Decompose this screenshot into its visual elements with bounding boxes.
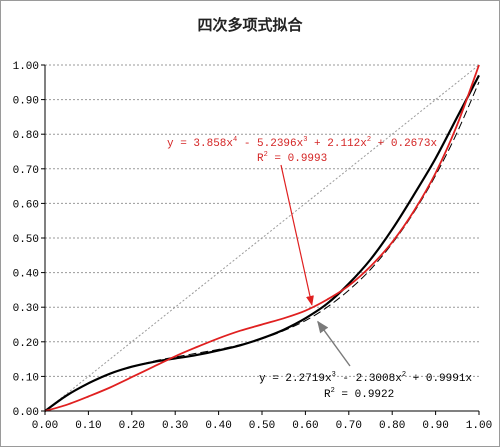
black-annotation-arrow (317, 320, 351, 367)
x-tick-label: 0.60 (292, 420, 318, 432)
x-tick-label: 0.70 (336, 420, 362, 432)
x-tick-label: 0.90 (422, 420, 448, 432)
black-fit-annotation: y = 2.2719x3 - 2.3008x2 + 0.9991x R2 = 0… (259, 371, 472, 401)
red-annotation-arrow (280, 164, 314, 306)
black-fit-equation: y = 2.2719x3 - 2.3008x2 + 0.9991x (259, 371, 472, 385)
cubic-fit-line (44, 81, 480, 412)
quartic-fit-line (44, 64, 480, 412)
y-tick-label: 0.30 (13, 303, 39, 315)
y-tick-label: 0.40 (13, 269, 39, 281)
x-tick-label: 0.80 (379, 420, 405, 432)
diagonal-reference-line (44, 64, 480, 412)
y-tick-label: 0.00 (13, 407, 39, 419)
y-tick-label: 0.90 (13, 96, 39, 108)
y-tick-label: 0.60 (13, 199, 39, 211)
x-tick-label: 1.00 (466, 420, 492, 432)
y-tick-label: 0.10 (13, 372, 39, 384)
y-tick-label: 0.80 (13, 130, 39, 142)
x-tick-label: 0.00 (32, 420, 58, 432)
data-series-line (44, 74, 480, 412)
red-fit-annotation: y = 3.858x4 - 5.2396x3 + 2.112x2 + 0.267… (167, 136, 437, 165)
x-tick-label: 0.40 (205, 420, 231, 432)
x-tick-label: 0.30 (162, 420, 188, 432)
y-tick-label: 1.00 (13, 61, 39, 73)
y-tick-label: 0.70 (13, 165, 39, 177)
chart-title: 四次多项式拟合 (197, 16, 303, 34)
y-tick-label: 0.20 (13, 338, 39, 350)
red-fit-equation: y = 3.858x4 - 5.2396x3 + 2.112x2 + 0.267… (167, 136, 437, 150)
red-fit-r2: R2 = 0.9993 (257, 151, 327, 165)
x-tick-label: 0.20 (119, 420, 145, 432)
y-tick-label: 0.50 (13, 234, 39, 246)
x-tick-label: 0.10 (75, 420, 101, 432)
x-tick-label: 0.50 (249, 420, 275, 432)
black-fit-r2: R2 = 0.9922 (324, 387, 394, 401)
